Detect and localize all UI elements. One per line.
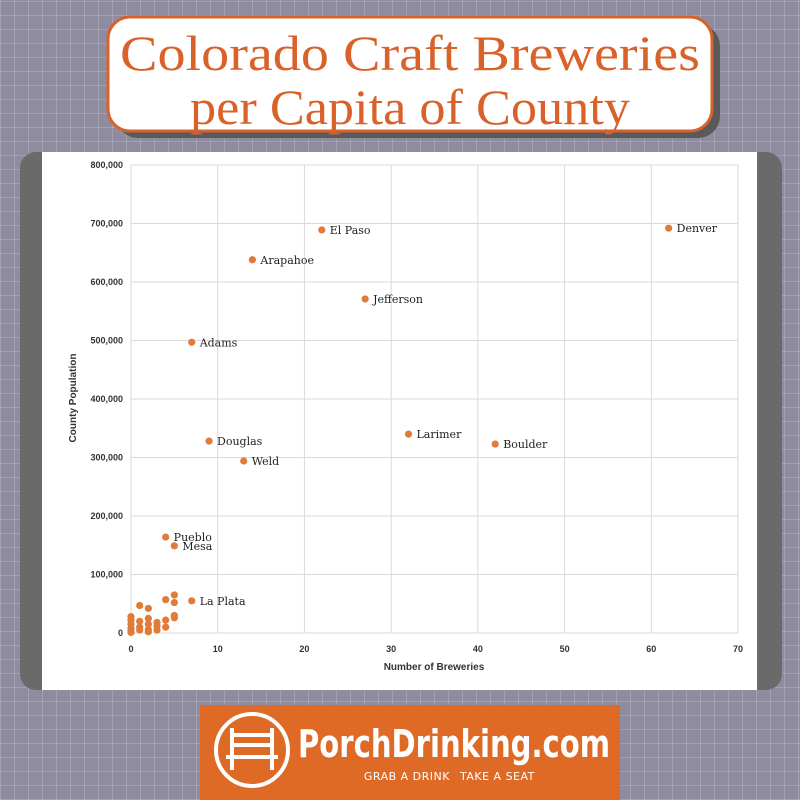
logo-name: PorchDrinking.com bbox=[298, 722, 610, 766]
point-label: Jefferson bbox=[372, 293, 423, 306]
title-line: per Capita of County bbox=[190, 79, 630, 135]
x-tick-label: 30 bbox=[386, 644, 396, 654]
data-point bbox=[144, 620, 152, 628]
title-line: Colorado Craft Breweries bbox=[120, 25, 700, 81]
data-point bbox=[153, 626, 161, 634]
data-point bbox=[127, 628, 135, 637]
data-point bbox=[248, 256, 256, 264]
data-point bbox=[144, 604, 152, 613]
panel bbox=[42, 152, 757, 690]
point-label: Mesa bbox=[182, 540, 212, 553]
data-point bbox=[136, 617, 144, 625]
logo-tagline: TAKE A SEAT bbox=[459, 770, 535, 783]
data-point bbox=[162, 623, 170, 631]
y-tick-label: 600,000 bbox=[90, 277, 123, 287]
x-tick-label: 0 bbox=[128, 644, 133, 654]
y-tick-label: 400,000 bbox=[90, 394, 123, 404]
data-point bbox=[491, 440, 499, 448]
data-point bbox=[240, 457, 248, 465]
x-tick-label: 20 bbox=[299, 644, 309, 654]
point-label: El Paso bbox=[330, 224, 371, 237]
data-point bbox=[144, 628, 152, 636]
point-label: Douglas bbox=[217, 435, 263, 448]
data-point bbox=[404, 430, 413, 438]
y-tick-label: 500,000 bbox=[90, 336, 123, 346]
y-tick-label: 200,000 bbox=[90, 511, 123, 521]
data-point bbox=[170, 614, 178, 622]
y-axis-label: County Population bbox=[68, 354, 79, 443]
x-tick-label: 60 bbox=[646, 644, 656, 654]
title-box bbox=[106, 15, 714, 133]
y-tick-label: 800,000 bbox=[90, 160, 123, 170]
point-label: Pueblo bbox=[174, 531, 213, 544]
data-point bbox=[170, 598, 178, 607]
y-tick-label: 700,000 bbox=[90, 219, 123, 229]
point-label: Arapahoe bbox=[259, 254, 314, 267]
logo-circle bbox=[214, 712, 290, 788]
data-point bbox=[665, 224, 673, 232]
logo-tagline: GRAB A DRINK bbox=[364, 770, 450, 783]
x-tick-label: 40 bbox=[473, 644, 483, 654]
x-axis-label: Number of Breweries bbox=[384, 662, 485, 673]
data-point bbox=[170, 542, 178, 550]
x-tick-label: 70 bbox=[733, 644, 743, 654]
data-point bbox=[162, 596, 170, 604]
point-label: Denver bbox=[677, 222, 718, 235]
y-tick-label: 100,000 bbox=[90, 570, 123, 580]
data-point bbox=[361, 295, 369, 303]
data-point bbox=[170, 591, 178, 599]
data-point bbox=[318, 226, 326, 234]
data-point bbox=[162, 616, 170, 624]
data-point bbox=[205, 437, 213, 445]
point-label: Adams bbox=[199, 336, 238, 349]
point-label: La Plata bbox=[200, 595, 246, 608]
data-point bbox=[136, 601, 144, 610]
point-label: Weld bbox=[252, 455, 279, 468]
data-point bbox=[188, 597, 196, 605]
point-label: Larimer bbox=[416, 428, 462, 441]
logo-icon bbox=[214, 712, 290, 788]
data-point bbox=[162, 533, 170, 541]
y-tick-label: 0 bbox=[118, 628, 123, 638]
x-tick-label: 50 bbox=[560, 644, 570, 654]
y-tick-label: 300,000 bbox=[90, 453, 123, 463]
data-point bbox=[188, 338, 196, 346]
point-label: Boulder bbox=[503, 438, 548, 451]
data-point bbox=[144, 614, 152, 622]
x-tick-label: 10 bbox=[213, 644, 223, 654]
data-point bbox=[136, 626, 144, 634]
